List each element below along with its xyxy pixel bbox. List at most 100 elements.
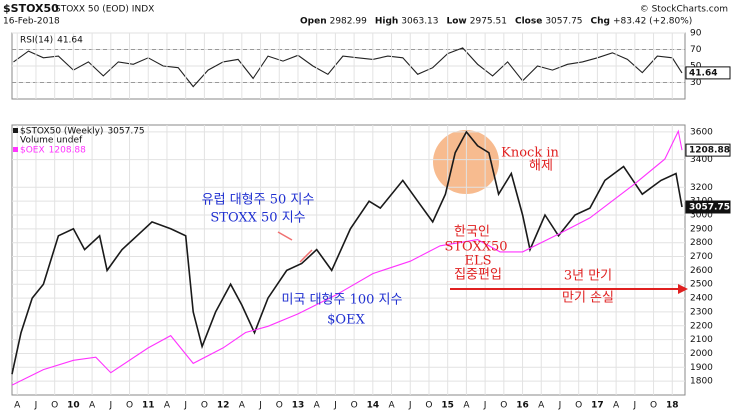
y-tick-label: 3000 [690,211,713,221]
y-tick-label: 1900 [690,363,713,373]
y-tick-label: 2200 [690,321,713,331]
legend-swatch [13,128,18,133]
source: © StockCharts.com [640,5,728,15]
annotation: 만기 손실 [562,291,614,306]
pointer [277,231,293,241]
rsi-label: RSI(14) [20,36,53,46]
rsi-value: 41.64 [57,36,83,46]
y-tick-label: 2500 [690,280,713,290]
value-tag-label: 3057.75 [689,203,730,213]
legend-value: 1208.88 [49,146,86,156]
quote-value: 3057.75 [545,17,582,27]
y-tick-label: 70 [690,45,702,55]
value-tag-label: 1208.88 [689,146,730,156]
x-tick-label: 13 [292,401,305,411]
y-tick-label: 90 [690,29,702,39]
y-tick-label: 3400 [690,155,713,165]
x-tick-label: J [258,401,262,411]
y-tick-label: 3600 [690,127,713,137]
value-tag [685,200,731,214]
x-tick-label: J [483,401,487,411]
x-tick-label: J [633,401,637,411]
quote-value: 2975.51 [470,17,507,27]
y-tick-label: 2400 [690,294,713,304]
legend-value: 3057.75 [107,127,144,137]
series-line [13,47,683,88]
x-tick-label: O [351,401,358,411]
x-tick-label: O [126,401,133,411]
x-tick-label: J [408,401,412,411]
annotation: ELS [464,254,491,269]
series-line [11,130,683,375]
y-tick-label: 2300 [690,307,713,317]
x-tick-label: 11 [142,401,155,411]
x-tick-label: O [425,401,432,411]
legend-entry: $OEX [20,146,45,156]
y-tick-label: 1800 [690,377,713,387]
x-tick-label: J [183,401,187,411]
quote-label: Close [515,17,542,27]
x-tick-label: 16 [516,401,529,411]
y-tick-label: 2100 [690,335,713,345]
x-tick-label: O [650,401,657,411]
quote-value: 2982.99 [330,17,367,27]
x-tick-label: 10 [67,401,80,411]
index-name: STOXX 50 (EOD) INDX [55,5,154,15]
volume-label: Volume undef [20,136,83,146]
x-tick-label: A [463,401,470,411]
x-tick-label: J [333,401,337,411]
quote-label: Chg [591,17,610,27]
y-tick-label: 2700 [690,252,713,262]
y-tick-label: 30 [690,78,702,88]
x-tick-label: 12 [217,401,230,411]
quote-label: Open [300,17,327,27]
annotation: 3년 만기 [564,269,612,284]
annotation: 한국인 [454,225,490,240]
arrow-head [678,284,688,294]
y-tick-label: 2600 [690,266,713,276]
x-tick-label: A [14,401,21,411]
x-tick-label: A [239,401,246,411]
x-tick-label: 18 [666,401,679,411]
value-tag [685,143,731,157]
annotation: 해제 [529,159,553,174]
x-tick-label: A [613,401,620,411]
x-tick-label: A [314,401,321,411]
x-tick-label: J [558,401,562,411]
x-tick-label: A [164,401,171,411]
quote-value: +83.42 (+2.80%) [613,17,692,27]
annotation: STOXX 50 지수 [210,211,305,226]
value-tag [685,66,731,80]
x-tick-label: A [388,401,395,411]
annotation: $OEX [327,313,365,328]
value-tag-label: 41.64 [689,68,717,78]
x-tick-label: A [538,401,545,411]
quote-label: Low [447,17,467,27]
x-tick-label: O [201,401,208,411]
quote-value: 3063.13 [401,17,438,27]
x-tick-label: J [108,401,112,411]
price-frame [11,124,686,396]
x-tick-label: 15 [441,401,454,411]
plot-layer [11,32,685,395]
y-tick-label: 2900 [690,224,713,234]
legend-swatch [13,147,18,152]
x-tick-label: 14 [367,401,380,411]
y-tick-label: 3200 [690,183,713,193]
x-tick-label: O [51,401,58,411]
annotation: STOXX50 [444,240,507,255]
x-tick-label: O [500,401,507,411]
annotation: 유럽 대형주 50 지수 [202,193,315,208]
x-tick-label: O [276,401,283,411]
y-tick-label: 2800 [690,238,713,248]
annotation: Knock in [501,146,559,161]
series-line [11,129,683,386]
legend-entry: $STOX50 (Weekly) [20,127,103,137]
x-tick-label: A [89,401,96,411]
symbol: $STOX50 [3,2,59,15]
date: 16-Feb-2018 [3,17,60,27]
x-tick-label: J [34,401,38,411]
